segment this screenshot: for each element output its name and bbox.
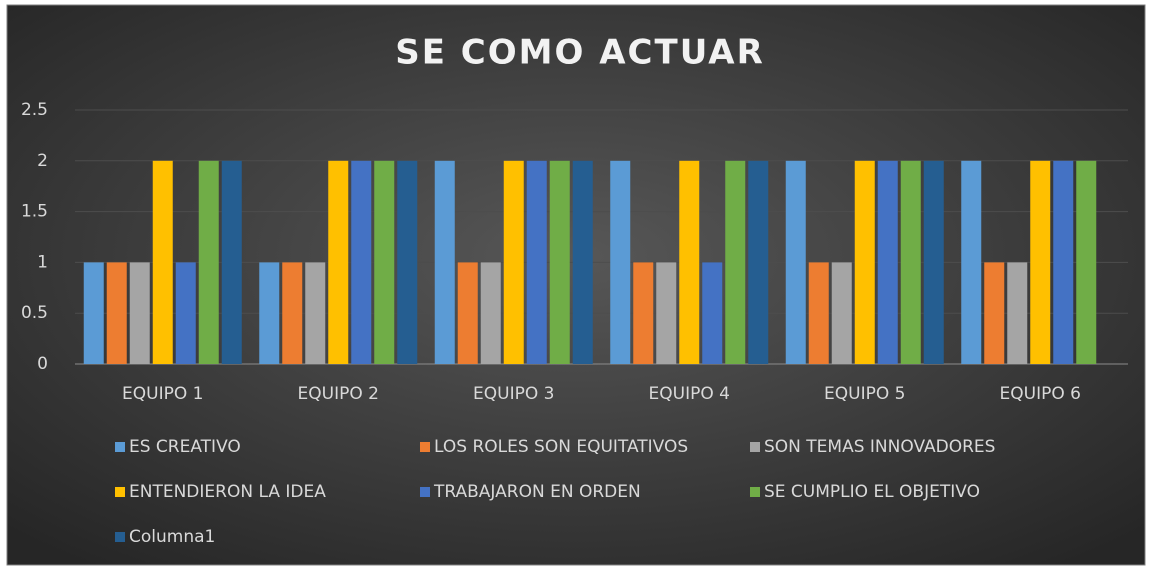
bar	[1076, 160, 1097, 364]
y-tick-label: 2	[37, 151, 48, 171]
bar	[221, 160, 242, 364]
x-tick-label: EQUIPO 5	[824, 384, 905, 404]
bar	[1030, 160, 1051, 364]
x-tick-label: EQUIPO 3	[473, 384, 554, 404]
legend-label: SE CUMPLIO EL OBJETIVO	[764, 482, 980, 502]
bar	[328, 160, 349, 364]
bar	[610, 160, 631, 364]
bar	[175, 262, 196, 364]
bar	[900, 160, 921, 364]
bar	[1007, 262, 1028, 364]
bar	[679, 160, 700, 364]
bar	[106, 262, 127, 364]
legend-label: ENTENDIERON LA IDEA	[129, 482, 326, 502]
x-tick-label: EQUIPO 6	[1000, 384, 1081, 404]
y-tick-label: 0	[37, 354, 48, 374]
bar	[282, 262, 303, 364]
legend-swatch	[115, 487, 125, 497]
x-tick-label: EQUIPO 1	[122, 384, 203, 404]
bar	[434, 160, 455, 364]
bar	[633, 262, 654, 364]
y-tick-label: 1.5	[21, 202, 48, 222]
legend-swatch	[750, 442, 760, 452]
legend-swatch	[420, 442, 430, 452]
bar	[877, 160, 898, 364]
bar	[198, 160, 219, 364]
bar	[526, 160, 547, 364]
bar	[480, 262, 501, 364]
bar	[457, 262, 478, 364]
bar	[984, 262, 1005, 364]
bar	[305, 262, 326, 364]
bar	[748, 160, 769, 364]
legend-swatch	[115, 442, 125, 452]
legend-swatch	[750, 487, 760, 497]
bar	[83, 262, 104, 364]
bar	[785, 160, 806, 364]
bar	[152, 160, 173, 364]
bar	[656, 262, 677, 364]
bar	[259, 262, 280, 364]
bar	[397, 160, 418, 364]
y-tick-label: 2.5	[21, 100, 48, 120]
legend-swatch	[115, 532, 125, 542]
y-tick-label: 0.5	[21, 303, 48, 323]
bar	[572, 160, 593, 364]
bar	[961, 160, 982, 364]
x-tick-label: EQUIPO 2	[298, 384, 379, 404]
x-tick-label: EQUIPO 4	[649, 384, 730, 404]
bar	[725, 160, 746, 364]
bar	[129, 262, 150, 364]
bar	[854, 160, 875, 364]
legend-label: LOS ROLES SON EQUITATIVOS	[434, 437, 688, 457]
bar	[549, 160, 570, 364]
bar	[503, 160, 524, 364]
bar	[374, 160, 395, 364]
legend-label: TRABAJARON EN ORDEN	[433, 482, 641, 502]
bar	[923, 160, 944, 364]
legend-swatch	[420, 487, 430, 497]
legend-label: ES CREATIVO	[129, 437, 241, 457]
legend-label: SON TEMAS INNOVADORES	[764, 437, 995, 457]
bar	[1053, 160, 1074, 364]
y-tick-label: 1	[37, 252, 48, 272]
bar	[351, 160, 372, 364]
legend-label: Columna1	[129, 527, 215, 547]
chart-title: SE COMO ACTUAR	[395, 33, 765, 73]
bar	[702, 262, 723, 364]
bar	[808, 262, 829, 364]
bar	[831, 262, 852, 364]
